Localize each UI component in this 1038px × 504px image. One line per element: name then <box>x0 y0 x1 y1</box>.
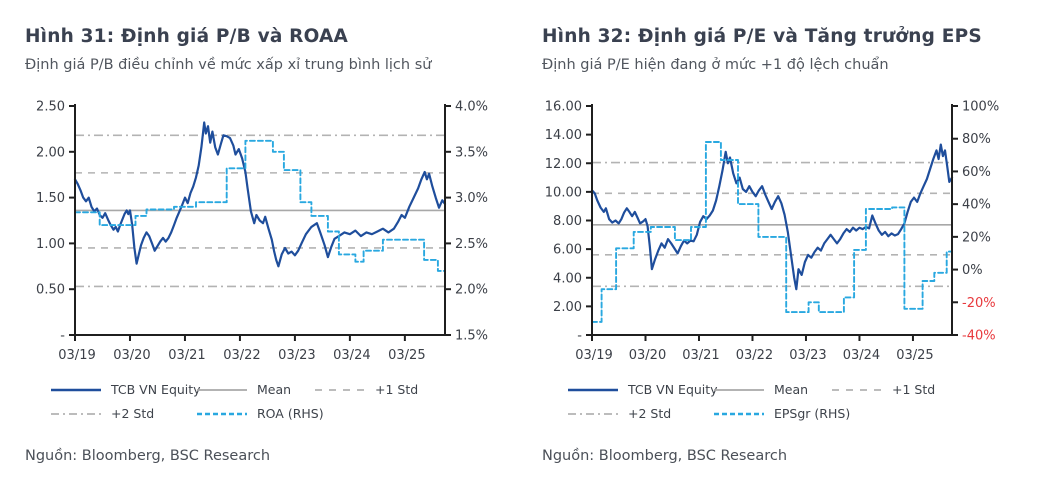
legend-line-sample-icon <box>568 412 618 415</box>
axes <box>586 104 958 341</box>
legend-row: +2 Std ROA (RHS) <box>50 406 490 421</box>
legend-label: +1 Std <box>892 382 936 397</box>
chart-subtitle: Định giá P/B điều chỉnh về mức xấp xỉ tr… <box>25 57 432 73</box>
chart-source: Nguồn: Bloomberg, BSC Research <box>25 448 271 464</box>
x-axis-tick-label: 03/22 <box>736 348 773 363</box>
left-axis-tick-label: 8.00 <box>553 214 582 229</box>
x-axis-tick-label: 03/20 <box>629 348 666 363</box>
legend-item-epsgr-rhs-: EPSgr (RHS) <box>713 406 850 421</box>
legend-line-sample-icon <box>51 388 101 391</box>
right-axis-tick-label: -20% <box>962 296 996 311</box>
x-axis-tick-label: 03/23 <box>789 348 826 363</box>
right-axis-tick-label: 3.0% <box>455 191 488 206</box>
left-axis-tick-label: - <box>577 329 582 344</box>
pe-eps-chart: 16.00 14.00 12.00 10.00 8.00 6.00 4.00 2.00 - 100… <box>545 100 999 364</box>
legend-item-tcb-vn-equity: TCB VN Equity <box>567 382 718 397</box>
left-axis-tick-label: 14.00 <box>545 128 582 143</box>
legend-item-+2-std: +2 Std <box>567 406 713 421</box>
chart-legend: TCB VN Equity Mean +1 Std +2 Std EPSgr (RHS) <box>567 382 1007 421</box>
legend-label: EPSgr (RHS) <box>774 406 851 421</box>
series-tcb-vn-equity <box>590 143 954 291</box>
right-axis-tick-label: 20% <box>962 230 991 245</box>
legend-line-sample-icon <box>197 412 247 415</box>
legend-item-roa-rhs-: ROA (RHS) <box>196 406 324 421</box>
figure-32-panel: Hình 32: Định giá P/E và Tăng trưởng EPS… <box>531 0 1031 504</box>
legend-line-sample-icon <box>197 388 247 391</box>
legend-label: ROA (RHS) <box>257 406 324 421</box>
legend-line-sample-icon <box>51 412 101 415</box>
legend-line-sample-icon <box>714 412 764 415</box>
legend-line-sample-icon <box>714 388 764 391</box>
legend-item-+1-std: +1 Std <box>314 382 490 397</box>
left-axis-tick-label: 2.00 <box>553 300 582 315</box>
right-axis-tick-label: 2.0% <box>455 283 488 298</box>
x-axis-tick-label: 03/21 <box>168 348 205 363</box>
left-axis-tick-label: 2.50 <box>36 100 65 115</box>
legend-item-tcb-vn-equity: TCB VN Equity <box>50 382 201 397</box>
legend-label: Mean <box>257 382 292 397</box>
left-axis-tick-label: 1.50 <box>36 191 65 206</box>
chart-title: Hình 31: Định giá P/B và ROAA <box>25 26 349 47</box>
x-axis-tick-label: 03/19 <box>575 348 612 363</box>
x-axis-tick-label: 03/25 <box>388 348 425 363</box>
series-tcb-vn-equity <box>73 121 447 268</box>
legend-item-+2-std: +2 Std <box>50 406 196 421</box>
right-axis-tick-label: 0% <box>962 263 983 278</box>
legend-label: +2 Std <box>628 406 672 421</box>
x-axis-tick-label: 03/25 <box>896 348 933 363</box>
right-axis-tick-label: 2.5% <box>455 237 488 252</box>
chart-source: Nguồn: Bloomberg, BSC Research <box>542 448 788 464</box>
right-axis-tick-label: 1.5% <box>455 329 488 344</box>
left-axis-tick-label: 10.00 <box>545 185 582 200</box>
legend-label: TCB VN Equity <box>628 382 718 397</box>
legend-item-+1-std: +1 Std <box>831 382 1007 397</box>
series-roa-rhs- <box>74 139 446 277</box>
series-epsgr-rhs- <box>591 141 953 323</box>
left-axis-tick-label: 1.00 <box>36 237 65 252</box>
legend-line-sample-icon <box>568 388 618 391</box>
x-axis-tick-label: 03/19 <box>58 348 95 363</box>
legend-label: TCB VN Equity <box>111 382 201 397</box>
chart-title: Hình 32: Định giá P/E và Tăng trưởng EPS <box>542 26 982 47</box>
left-axis-tick-label: 2.00 <box>36 145 65 160</box>
x-axis-tick-label: 03/23 <box>278 348 315 363</box>
legend-row: +2 Std EPSgr (RHS) <box>567 406 1007 421</box>
right-axis-tick-label: 60% <box>962 165 991 180</box>
x-axis-tick-label: 03/22 <box>223 348 260 363</box>
right-axis-tick-label: 100% <box>962 100 999 115</box>
x-axis-tick-label: 03/24 <box>333 348 370 363</box>
legend-line-sample-icon <box>832 388 882 391</box>
x-axis-tick-label: 03/21 <box>682 348 719 363</box>
pb-roaa-chart: 2.50 2.00 1.50 1.00 0.50 - 4.0% 3.5% 3.0% 2.5% 2.0… <box>36 100 488 364</box>
legend-row: TCB VN Equity Mean +1 Std <box>50 382 490 397</box>
left-axis-tick-label: 0.50 <box>36 283 65 298</box>
right-axis-tick-label: -40% <box>962 329 996 344</box>
right-axis-tick-label: 4.0% <box>455 100 488 115</box>
right-axis-tick-label: 80% <box>962 132 991 147</box>
legend-label: +2 Std <box>111 406 155 421</box>
chart-legend: TCB VN Equity Mean +1 Std +2 Std ROA (RHS) <box>50 382 490 421</box>
left-axis-tick-label: 4.00 <box>553 271 582 286</box>
chart-subtitle: Định giá P/E hiện đang ở mức +1 độ lệch … <box>542 57 889 73</box>
left-axis-tick-label: 16.00 <box>545 100 582 115</box>
legend-item-mean: Mean <box>196 382 314 397</box>
legend-label: +1 Std <box>375 382 419 397</box>
legend-row: TCB VN Equity Mean +1 Std <box>567 382 1007 397</box>
left-axis-tick-label: 6.00 <box>553 243 582 258</box>
figure-31-panel: Hình 31: Định giá P/B và ROAA Định giá P… <box>14 0 514 504</box>
right-axis-tick-label: 3.5% <box>455 145 488 160</box>
left-axis-tick-label: 12.00 <box>545 157 582 172</box>
left-axis-tick-label: - <box>60 329 65 344</box>
legend-label: Mean <box>774 382 809 397</box>
right-axis-tick-label: 40% <box>962 198 991 213</box>
legend-line-sample-icon <box>315 388 365 391</box>
legend-item-mean: Mean <box>713 382 831 397</box>
x-axis-tick-label: 03/20 <box>113 348 150 363</box>
axes <box>69 104 451 341</box>
x-axis-tick-label: 03/24 <box>843 348 880 363</box>
